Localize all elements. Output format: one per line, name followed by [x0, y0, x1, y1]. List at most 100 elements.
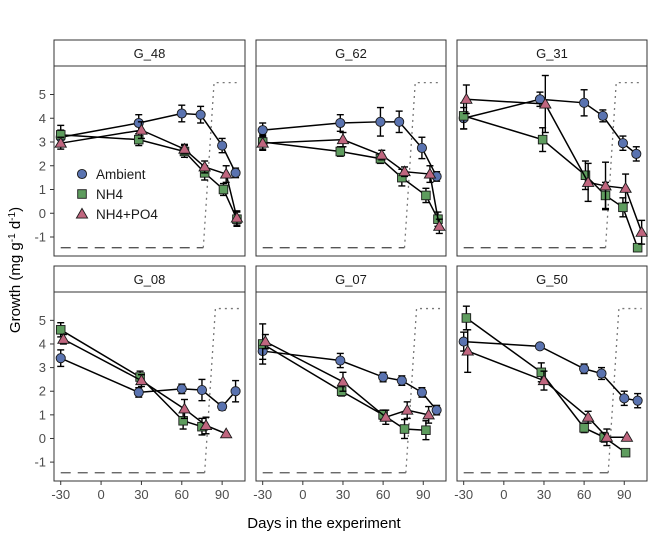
data-point-triangle [135, 374, 148, 386]
y-tick-label: 2 [39, 158, 46, 173]
data-point-triangle [230, 211, 244, 223]
panel-strip [456, 39, 648, 67]
treatment-pulse-line [607, 307, 642, 473]
panel-g-07: G_07 -30 0 30 60 90 [253, 265, 447, 502]
data-point-triangle [256, 136, 270, 148]
y-tick-label: 1 [39, 182, 46, 197]
series-ambient [55, 349, 241, 412]
x-tick-label: 90 [416, 487, 430, 502]
data-point-square [632, 242, 643, 253]
series-line [60, 329, 203, 428]
panel-g-50: G_50 -30 0 30 60 90 [454, 265, 648, 502]
data-point-circle [335, 117, 346, 129]
series-nh4-po4 [258, 333, 435, 425]
data-point-square [618, 202, 628, 213]
panels-layer: G_48 -1 0 1 2 3 4 5 G_62 G_31 G_08 -1 0 1 2 3 4 5 -30 0 30 60… [34, 39, 649, 502]
data-point-circle [217, 140, 228, 151]
data-point-triangle [459, 92, 473, 104]
data-point-triangle [537, 374, 551, 386]
data-point-triangle [379, 410, 393, 422]
panel-strip [456, 265, 648, 293]
data-point-circle [196, 384, 208, 396]
data-point-circle [458, 336, 469, 347]
y-tick-label: 0 [39, 206, 46, 221]
data-point-square [133, 134, 144, 145]
data-point-triangle [538, 97, 552, 109]
data-point-triangle [336, 375, 350, 387]
data-point-circle [534, 341, 546, 352]
panel-g-62: G_62 [255, 39, 447, 257]
data-point-circle [597, 110, 608, 121]
x-tick-label: 60 [175, 487, 189, 502]
series-line [463, 115, 639, 248]
data-point-triangle [178, 142, 191, 154]
data-point-circle [416, 142, 427, 153]
data-point-circle [176, 108, 187, 119]
data-point-triangle [620, 430, 634, 442]
x-tick-label: 90 [617, 487, 631, 502]
data-point-circle [431, 405, 442, 416]
y-tick-label: 1 [39, 407, 46, 422]
treatment-pulse-line [403, 81, 441, 248]
data-point-triangle [422, 408, 435, 420]
y-tick-label: 5 [39, 87, 46, 102]
panel-strip [53, 265, 246, 293]
data-point-square [421, 190, 431, 201]
series-line [60, 112, 237, 174]
data-point-triangle [336, 133, 350, 145]
x-tick-label: 0 [299, 487, 306, 502]
legend-box [70, 158, 186, 230]
panel-strip [255, 265, 447, 293]
x-tick-label: -30 [51, 487, 70, 502]
data-point-circle [230, 167, 241, 178]
data-point-triangle [600, 430, 614, 442]
panel-g-31: G_31 [456, 39, 649, 257]
data-point-triangle [635, 225, 649, 237]
data-point-triangle [375, 148, 389, 160]
y-tick-label: 4 [39, 111, 46, 126]
data-point-circle [579, 363, 590, 374]
legend-label: NH4 [96, 187, 123, 202]
series-nh4-po4 [54, 121, 244, 226]
data-point-circle [416, 387, 427, 398]
data-point-triangle [178, 402, 191, 414]
data-point-circle [335, 355, 346, 366]
data-point-triangle [599, 179, 612, 191]
data-point-triangle [199, 418, 213, 430]
data-point-circle [195, 109, 206, 120]
panel-title: G_48 [134, 46, 166, 61]
series-line [60, 129, 238, 219]
data-point-square [335, 146, 346, 157]
panel-title: G_62 [335, 46, 367, 61]
y-tick-label: 0 [39, 431, 46, 446]
y-tick-label: 3 [39, 135, 46, 150]
x-tick-label: 60 [577, 487, 591, 502]
data-point-triangle [581, 175, 595, 187]
panel-strip [255, 39, 447, 67]
data-point-triangle [198, 160, 212, 172]
series-ambient [458, 331, 643, 409]
data-point-triangle [400, 403, 414, 415]
data-point-triangle [219, 167, 233, 179]
data-point-circle [617, 138, 628, 149]
data-point-square [536, 367, 547, 378]
data-point-circle [257, 125, 268, 136]
series-nh4-po4 [459, 74, 649, 245]
data-point-square [421, 425, 431, 435]
data-point-circle [396, 375, 407, 386]
treatment-pulse-line [202, 81, 240, 248]
plot-frame [255, 291, 447, 482]
series-nh4-po4 [57, 332, 233, 439]
data-point-square [399, 424, 410, 434]
data-point-square [218, 184, 229, 195]
plot-frame [255, 65, 447, 257]
y-tick-label: 5 [39, 313, 46, 328]
data-point-circle [375, 116, 386, 127]
x-tick-label: 0 [500, 487, 507, 502]
y-tick-label: 4 [39, 336, 46, 351]
legend-label: NH4+PO4 [96, 207, 158, 222]
x-tick-label: 30 [336, 487, 350, 502]
x-tick-label: 60 [376, 487, 390, 502]
panel-title: G_08 [134, 272, 166, 287]
data-point-circle [394, 116, 405, 127]
